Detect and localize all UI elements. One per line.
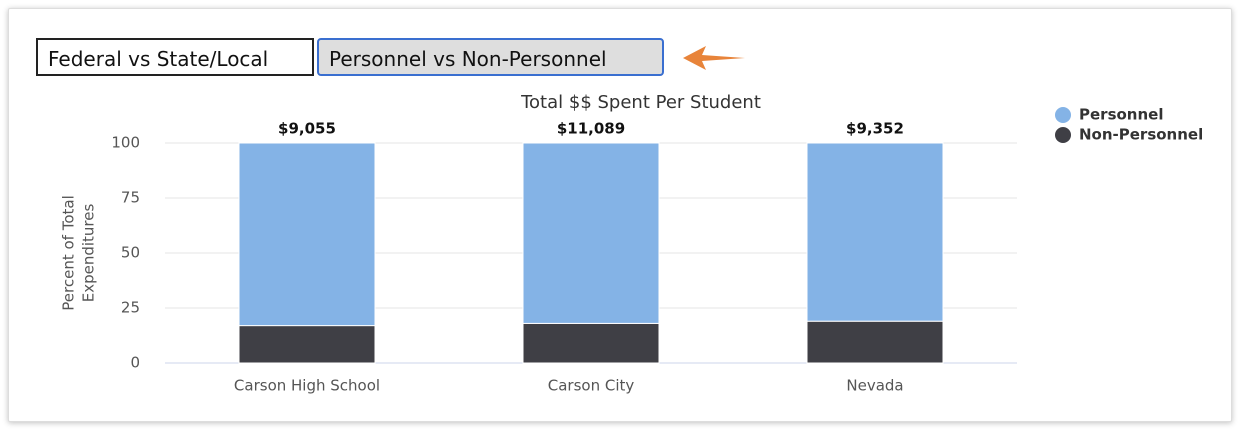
bar-total-label: $11,089 [557,120,625,138]
y-tick-label: 0 [130,354,140,372]
x-tick-label: Carson High School [234,377,380,395]
bar-segment [238,325,376,364]
x-tick-label: Nevada [846,377,903,395]
bar-segment [238,142,376,327]
legend-label: Non-Personnel [1079,126,1203,144]
legend-label: Personnel [1079,106,1163,124]
bar-total-label: $9,352 [846,120,904,138]
y-tick-label: 25 [121,299,140,317]
bar-segment [806,142,944,322]
bar-segment [522,322,660,364]
y-tick-label: 75 [121,189,140,207]
chart-title: Total $$ Spent Per Student [520,92,761,113]
x-tick-label: Carson City [548,377,635,395]
legend-swatch [1055,107,1071,123]
toggle-button[interactable]: Personnel vs Non-Personnel [317,38,664,76]
bar-segment [806,320,944,364]
y-tick-label: 100 [111,134,140,152]
y-axis-title: Percent of Total Expenditures [60,195,98,310]
legend-swatch [1055,127,1071,143]
arrow [683,46,745,70]
y-axis-title-line: Expenditures [80,204,98,303]
toggle-button[interactable]: Federal vs State/Local [36,38,314,76]
y-axis-title-line: Percent of Total [60,195,78,310]
bar-segment [522,142,660,324]
y-tick-label: 50 [121,244,140,262]
bar-total-label: $9,055 [278,120,336,138]
